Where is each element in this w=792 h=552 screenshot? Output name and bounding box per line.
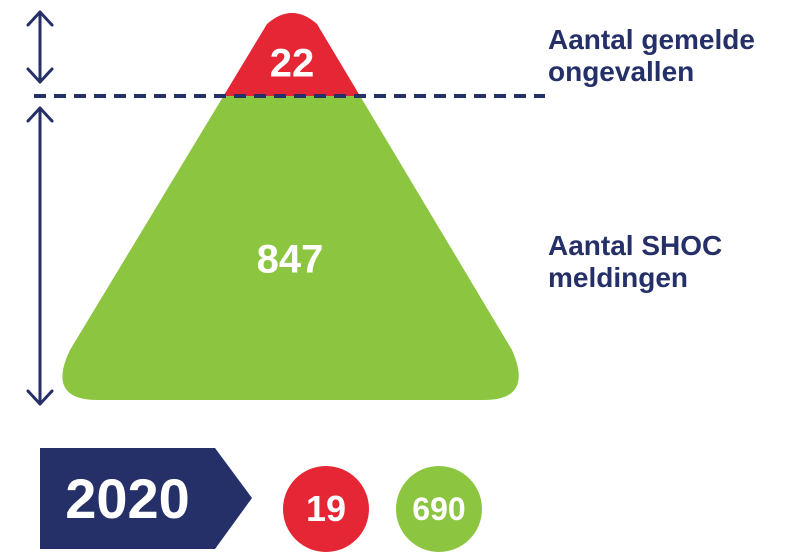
- year-banner-shape: [40, 448, 252, 549]
- accidents-label: Aantal gemelde ongevallen: [548, 24, 755, 88]
- shoc-label-line-2: meldingen: [548, 262, 689, 293]
- year-accidents-circle: 19: [283, 466, 369, 552]
- shoc-label-line-1: Aantal SHOC: [548, 230, 723, 261]
- year-shoc-circle: 690: [396, 466, 482, 552]
- accidents-label-line-2: ongevallen: [548, 56, 695, 87]
- accidents-label-line-1: Aantal gemelde: [548, 24, 755, 55]
- accidents-count: 22: [269, 41, 315, 86]
- shoc-label: Aantal SHOC meldingen: [548, 230, 722, 294]
- shoc-count: 847: [256, 237, 324, 282]
- bottom-double-arrow-icon: [26, 106, 54, 406]
- year-label: 2020: [65, 467, 190, 530]
- top-double-arrow-icon: [26, 10, 54, 84]
